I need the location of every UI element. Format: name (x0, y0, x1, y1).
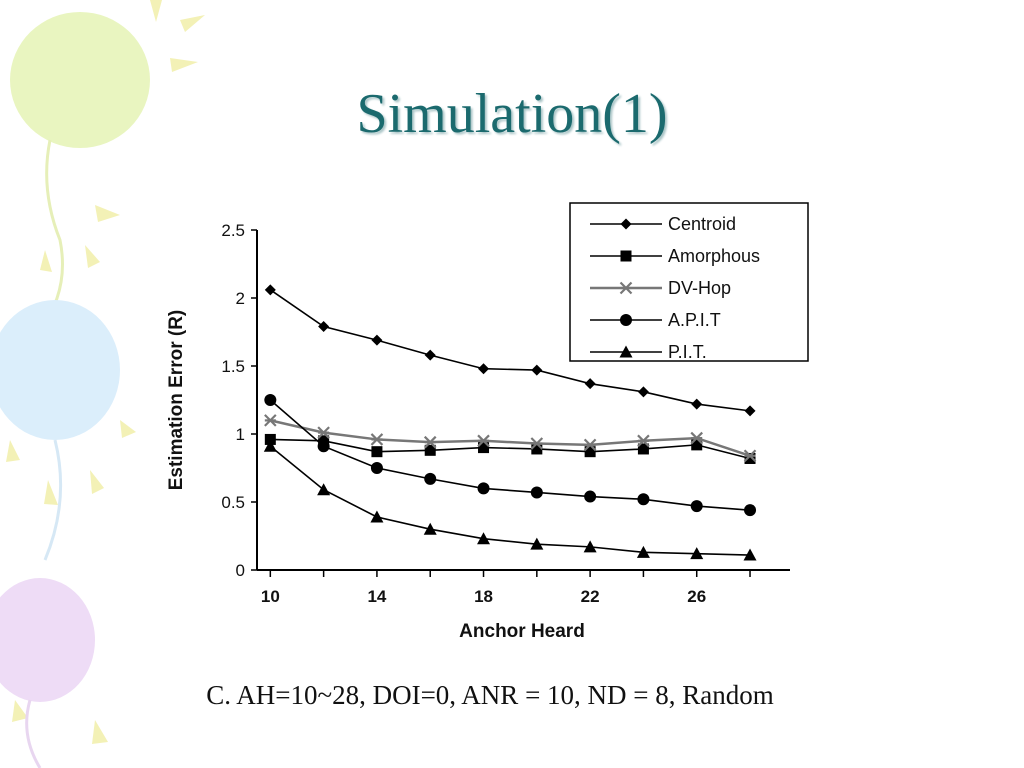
circle-marker (584, 490, 597, 503)
series-line (269, 445, 751, 556)
series-line (269, 399, 751, 511)
star-marker (370, 433, 384, 446)
circle-marker (620, 314, 632, 326)
circle-marker (530, 486, 543, 499)
triangle-marker (423, 522, 437, 535)
diamond-marker (264, 284, 276, 296)
square-marker (637, 443, 649, 455)
x-tick-label: 18 (474, 587, 493, 606)
x-tick-label: 26 (687, 587, 706, 606)
circle-marker (477, 482, 490, 495)
star-marker (530, 437, 544, 450)
y-tick-label: 0 (236, 561, 245, 580)
triangle-marker (370, 510, 384, 523)
legend-item: P.I.T. (590, 342, 707, 362)
legend-label: Amorphous (668, 246, 760, 266)
square-marker (620, 250, 632, 262)
diamond-marker (424, 349, 436, 361)
square-marker (531, 443, 543, 455)
series-dv-hop (264, 414, 757, 463)
star-marker (264, 414, 277, 427)
diamond-marker (584, 378, 596, 390)
diamond-marker (637, 386, 649, 398)
diamond-marker (744, 405, 756, 417)
legend-label: DV-Hop (668, 278, 731, 298)
y-axis-label: Estimation Error (R) (166, 310, 187, 491)
legend-box (569, 202, 809, 362)
square-marker (584, 446, 596, 458)
series-line (269, 289, 751, 412)
star-marker (317, 426, 330, 439)
circle-marker (370, 462, 383, 474)
diamond-marker (620, 218, 632, 230)
star-marker (743, 449, 757, 463)
star-marker (637, 434, 650, 448)
circle-marker (317, 440, 330, 453)
x-tick-label: 10 (261, 587, 280, 606)
circle-marker (424, 472, 437, 485)
series-line (270, 419, 751, 457)
legend-item: Centroid (590, 214, 736, 234)
square-marker (424, 444, 436, 456)
square-marker (371, 446, 383, 458)
legend-label: Centroid (668, 214, 736, 234)
y-tick-label: 1.5 (221, 357, 245, 376)
triangle-marker (583, 540, 597, 553)
line-chart: 0 0.5 1 1.5 2 2.5 10 14 18 22 26 Centroid Amorphous… (166, 202, 809, 642)
triangle-marker (477, 532, 491, 545)
square-marker (478, 442, 490, 454)
star-marker (423, 435, 437, 449)
circle-marker (637, 493, 650, 506)
x-axis-label: Anchor Heard (459, 621, 585, 642)
y-tick-label: 2 (236, 289, 245, 308)
circle-marker (264, 394, 277, 406)
y-tick-label: 2.5 (221, 221, 245, 240)
axes: 0 0.5 1 1.5 2 2.5 10 14 18 22 26 (221, 221, 790, 606)
series-group (263, 284, 757, 561)
star-marker (619, 281, 633, 295)
purple-balloon (0, 578, 95, 768)
green-balloon (10, 12, 150, 331)
triangle-marker (317, 483, 331, 496)
legend-item: DV-Hop (590, 278, 731, 298)
x-tick-label: 22 (581, 587, 600, 606)
square-marker (264, 433, 276, 445)
circle-marker (690, 500, 703, 513)
legend-item: A.P.I.T (590, 310, 721, 330)
legend-label: A.P.I.T (668, 310, 721, 330)
triangle-marker (690, 547, 704, 560)
triangle-marker (530, 537, 544, 550)
y-tick-label: 0.5 (221, 493, 245, 512)
diamond-marker (478, 363, 490, 375)
star-marker (690, 431, 704, 445)
slide-title: Simulation(1) (356, 83, 668, 145)
slide-caption: C. AH=10~28, DOI=0, ANR = 10, ND = 8, Ra… (206, 680, 774, 710)
series-centroid (264, 284, 756, 417)
series-a-p-i-t (264, 394, 757, 517)
blue-balloon (0, 300, 120, 561)
series-line (270, 438, 751, 460)
star-marker (477, 434, 490, 448)
legend: Centroid Amorphous DV-Hop A.P.I.T P.I.T. (569, 202, 809, 362)
triangle-marker (263, 439, 277, 452)
triangle-marker (619, 345, 633, 358)
diamond-marker (691, 398, 703, 410)
diamond-marker (318, 321, 330, 333)
legend-label: P.I.T. (668, 342, 707, 362)
diamond-marker (531, 364, 543, 376)
circle-marker (744, 504, 757, 517)
y-tick-label: 1 (236, 425, 245, 444)
series-p-i-t (263, 439, 757, 561)
square-marker (691, 439, 703, 451)
x-tick-label: 14 (367, 587, 386, 606)
legend-item: Amorphous (590, 246, 760, 266)
triangle-marker (636, 545, 650, 558)
diamond-marker (371, 334, 383, 346)
triangle-marker (743, 548, 757, 561)
star-marker (583, 438, 597, 452)
square-marker (744, 452, 756, 464)
